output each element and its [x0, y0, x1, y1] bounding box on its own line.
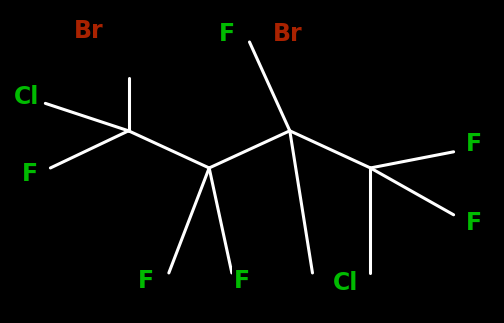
Text: Br: Br	[74, 19, 103, 43]
Text: F: F	[22, 162, 38, 186]
Text: F: F	[138, 269, 154, 293]
Text: Br: Br	[273, 22, 302, 46]
Text: F: F	[466, 211, 482, 235]
Text: Cl: Cl	[333, 271, 358, 295]
Text: F: F	[234, 269, 250, 293]
Text: F: F	[466, 132, 482, 156]
Text: F: F	[219, 22, 235, 46]
Text: Cl: Cl	[14, 85, 39, 109]
